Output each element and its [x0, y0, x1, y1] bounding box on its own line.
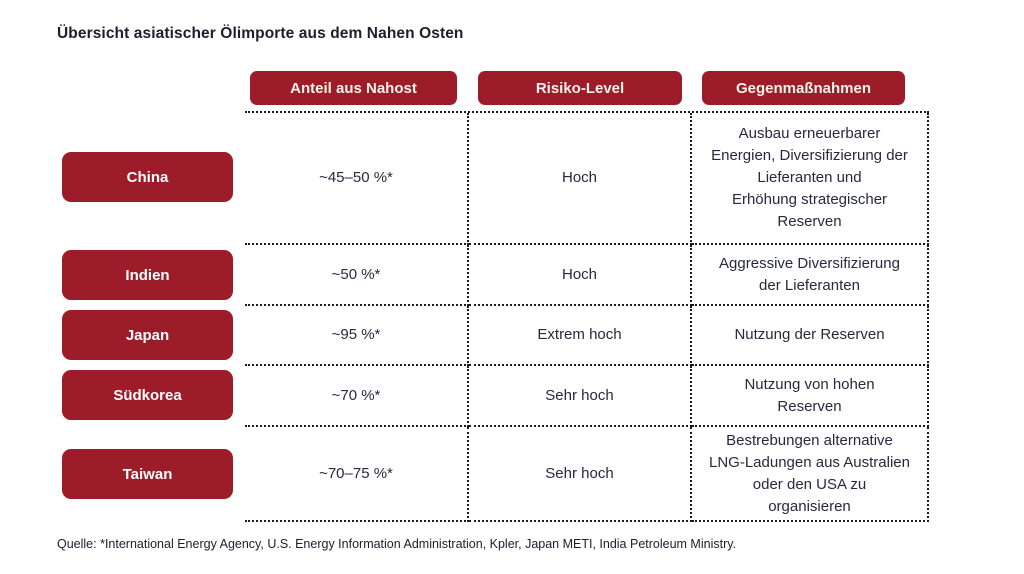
cell-china-gegenmassnahmen: Ausbau erneuerbarer Energien, Diversifiz… [692, 113, 929, 245]
cell-japan-gegenmassnahmen: Nutzung der Reserven [692, 306, 929, 366]
cell-taiwan-risiko: Sehr hoch [469, 427, 692, 522]
row-header-taiwan: Taiwan [62, 449, 233, 499]
source-note: Quelle: *International Energy Agency, U.… [57, 537, 737, 551]
table-row-indien: ~50 %* Hoch Aggressive Diversifizierung … [245, 245, 929, 306]
table-row-taiwan: ~70–75 %* Sehr hoch Bestrebungen alterna… [245, 427, 929, 522]
row-header-china: China [62, 152, 233, 202]
cell-taiwan-gegenmassnahmen: Bestrebungen alternative LNG-Ladungen au… [692, 427, 929, 522]
cell-suedkorea-gegenmassnahmen: Nutzung von hohen Reserven [692, 366, 929, 427]
cell-indien-risiko: Hoch [469, 245, 692, 306]
row-header-suedkorea: Südkorea [62, 370, 233, 420]
table-row-suedkorea: ~70 %* Sehr hoch Nutzung von hohen Reser… [245, 366, 929, 427]
cell-indien-anteil: ~50 %* [245, 245, 469, 306]
row-header-indien: Indien [62, 250, 233, 300]
column-header-anteil-aus-nahost: Anteil aus Nahost [250, 71, 457, 105]
cell-suedkorea-risiko: Sehr hoch [469, 366, 692, 427]
cell-indien-gegenmassnahmen: Aggressive Diversifizierung der Lieferan… [692, 245, 929, 306]
cell-china-anteil: ~45–50 %* [245, 113, 469, 245]
row-header-japan: Japan [62, 310, 233, 360]
column-header-risiko-level: Risiko-Level [478, 71, 682, 105]
data-table: ~45–50 %* Hoch Ausbau erneuerbarer Energ… [245, 111, 929, 522]
cell-suedkorea-anteil: ~70 %* [245, 366, 469, 427]
column-header-gegenmassnahmen: Gegenmaßnahmen [702, 71, 905, 105]
cell-china-risiko: Hoch [469, 113, 692, 245]
cell-japan-anteil: ~95 %* [245, 306, 469, 366]
page-title: Übersicht asiatischer Ölimporte aus dem … [57, 25, 464, 42]
cell-taiwan-anteil: ~70–75 %* [245, 427, 469, 522]
table-row-china: ~45–50 %* Hoch Ausbau erneuerbarer Energ… [245, 113, 929, 245]
table-row-japan: ~95 %* Extrem hoch Nutzung der Reserven [245, 306, 929, 366]
cell-japan-risiko: Extrem hoch [469, 306, 692, 366]
